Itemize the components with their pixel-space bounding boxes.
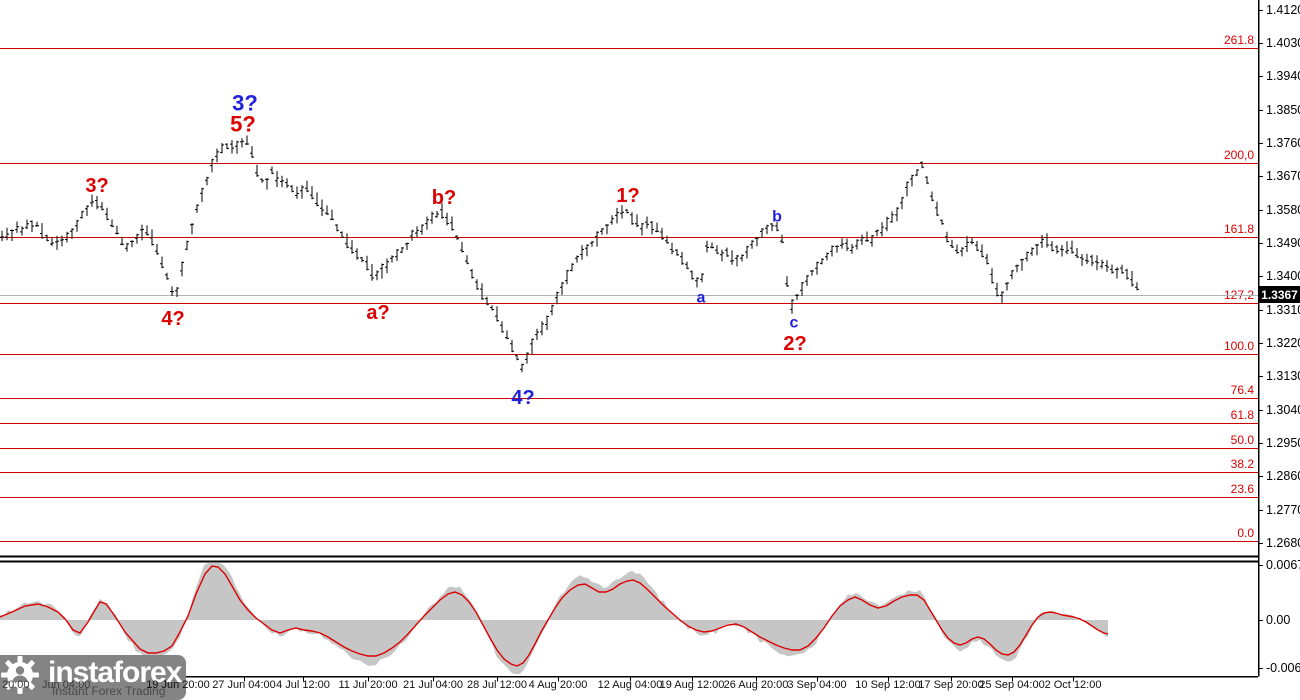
price-axis-label: 1.4030 bbox=[1266, 36, 1300, 50]
time-axis-label: 3 Sep 04:00 bbox=[787, 679, 847, 691]
time-axis-label: 19 Jun 20:00 bbox=[146, 679, 210, 691]
time-axis-label: 4 Jul 12:00 bbox=[276, 679, 330, 691]
wave-annotation: 5? bbox=[230, 112, 256, 137]
time-axis-label: 21 Jul 04:00 bbox=[403, 679, 463, 691]
fib-level-label: 23.6 bbox=[1231, 482, 1255, 496]
instaforex-brand-text: instaforex bbox=[48, 656, 182, 689]
price-axis-label: 1.3580 bbox=[1266, 203, 1300, 217]
fib-level-label: 100.0 bbox=[1224, 339, 1254, 353]
fib-level-label: 200,0 bbox=[1224, 148, 1254, 162]
instaforex-gear-icon bbox=[1, 656, 39, 694]
price-axis-label: 1.3850 bbox=[1266, 103, 1300, 117]
wave-annotation: 3? bbox=[85, 175, 108, 197]
time-axis-label: 11 Jul 20:00 bbox=[338, 679, 398, 691]
time-axis-label: 4 Aug 20:00 bbox=[528, 679, 588, 691]
time-axis-label: 27 Jun 04:00 bbox=[212, 679, 276, 691]
price-axis-label: 1.3310 bbox=[1266, 303, 1300, 317]
wave-annotation: 3? bbox=[232, 91, 258, 116]
time-axis-label: 26 Aug 20:00 bbox=[723, 679, 789, 691]
price-axis-label: 1.3040 bbox=[1266, 403, 1300, 417]
indicator-axis-label: 0.00678 bbox=[1266, 558, 1300, 572]
fib-level-label: 0.0 bbox=[1237, 526, 1254, 540]
wave-annotation: b bbox=[772, 209, 782, 226]
indicator-axis-label: -0.00668 bbox=[1266, 661, 1300, 675]
time-axis-label: 2 Oct 12:00 bbox=[1044, 679, 1102, 691]
instaforex-logo: instaforex Instant Forex Trading bbox=[0, 655, 186, 700]
time-axis-label: 17 Sep 20:00 bbox=[918, 679, 984, 691]
oscillator-signal-line bbox=[0, 565, 1109, 667]
wave-annotation: 1? bbox=[616, 185, 639, 207]
fib-level-label: 38.2 bbox=[1231, 457, 1255, 471]
price-axis-label: 1.2860 bbox=[1266, 469, 1300, 483]
time-axis-label-fragment: Jun 04:00 bbox=[42, 679, 91, 691]
time-axis-label: 28 Jul 12:00 bbox=[467, 679, 527, 691]
instaforex-tagline-text: Instant Forex Trading bbox=[52, 684, 166, 698]
wave-annotation: 4? bbox=[161, 308, 184, 330]
fib-level-label: 261.8 bbox=[1224, 33, 1254, 47]
time-axis-label: 12 Aug 04:00 bbox=[597, 679, 663, 691]
price-axis-label: 1.3670 bbox=[1266, 169, 1300, 183]
price-axis-label: 1.3940 bbox=[1266, 69, 1300, 83]
wave-annotation: b? bbox=[432, 187, 456, 209]
fib-level-label: 61.8 bbox=[1231, 408, 1255, 422]
price-bars bbox=[0, 135, 1139, 373]
fib-level-label: 161.8 bbox=[1224, 222, 1254, 236]
price-axis-label: 1.3130 bbox=[1266, 369, 1300, 383]
fib-level-label: 76.4 bbox=[1231, 383, 1255, 397]
time-axis-label: 19 Aug 12:00 bbox=[659, 679, 725, 691]
wave-annotation: a bbox=[697, 290, 706, 307]
wave-annotation: a? bbox=[366, 302, 389, 324]
oscillator-histogram-area bbox=[0, 563, 1108, 674]
price-axis-label: 1.2770 bbox=[1266, 503, 1300, 517]
price-axis-label: 1.3490 bbox=[1266, 236, 1300, 250]
wave-annotation: c bbox=[790, 315, 799, 332]
price-axis-label: 1.3220 bbox=[1266, 336, 1300, 350]
price-axis-label: 1.4120 bbox=[1266, 3, 1300, 17]
price-axis-label: 1.3760 bbox=[1266, 136, 1300, 150]
indicator-axis-label: 0.00 bbox=[1266, 613, 1290, 627]
time-axis-label: 10 Sep 12:00 bbox=[855, 679, 921, 691]
time-axis-label: 25 Sep 04:00 bbox=[979, 679, 1045, 691]
fib-level-label: 50.0 bbox=[1231, 433, 1255, 447]
wave-annotation: 4? bbox=[511, 387, 534, 409]
wave-annotation: 2? bbox=[783, 333, 806, 355]
price-axis-label: 1.2950 bbox=[1266, 436, 1300, 450]
time-axis-label-fragment: 20:00 bbox=[2, 679, 30, 691]
current-price-badge: 1.3367 bbox=[1259, 286, 1300, 303]
price-axis-label: 1.3400 bbox=[1266, 269, 1300, 283]
